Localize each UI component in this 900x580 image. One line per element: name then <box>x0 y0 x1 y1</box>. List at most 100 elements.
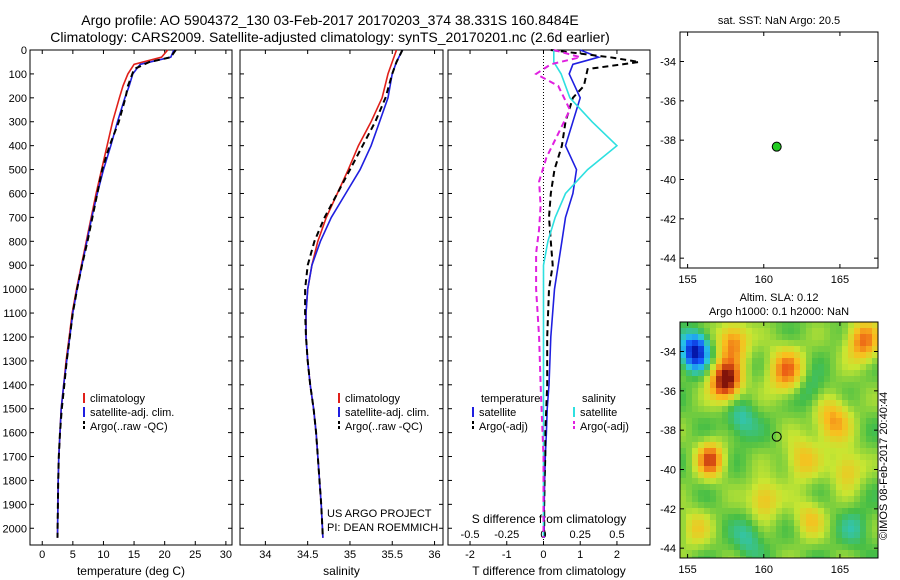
sla-cell <box>788 466 794 472</box>
sla-cell <box>830 412 836 418</box>
sla-cell <box>764 430 770 436</box>
sla-cell <box>752 520 758 526</box>
temperature-series-climatology <box>56 49 169 538</box>
sla-cell <box>782 550 788 556</box>
sla-cell <box>866 424 872 430</box>
sla-cell <box>842 484 848 490</box>
sla-cell <box>728 358 734 364</box>
sla-cell <box>806 394 812 400</box>
sla-cell <box>818 322 824 328</box>
sla-cell <box>692 538 698 544</box>
sla-cell <box>734 328 740 334</box>
sla-cell <box>854 322 860 328</box>
temperature-legend-entry: climatology <box>90 393 146 405</box>
sla-cell <box>872 322 878 328</box>
sla-cell <box>812 388 818 394</box>
sla-cell <box>734 556 740 558</box>
sla-cell <box>848 322 854 328</box>
sla-cell <box>788 322 794 328</box>
sla-cell <box>692 544 698 550</box>
sla-cell <box>788 412 794 418</box>
sla-cell <box>788 508 794 514</box>
sla-cell <box>794 376 800 382</box>
sla-cell <box>686 544 692 550</box>
sla-cell <box>728 502 734 508</box>
sla-cell <box>686 514 692 520</box>
salinity-plot-frame <box>239 49 444 546</box>
sla-cell <box>806 334 812 340</box>
sla-cell <box>788 352 794 358</box>
sla-cell <box>704 376 710 382</box>
sla-cell <box>812 442 818 448</box>
sla-cell <box>728 454 734 460</box>
sla-cell <box>854 442 860 448</box>
sla-cell <box>866 370 872 376</box>
sla-cell <box>710 496 716 502</box>
sla-cell <box>830 448 836 454</box>
sla-cell <box>770 394 776 400</box>
sla-cell <box>758 382 764 388</box>
sla-cell <box>788 418 794 424</box>
sla-cell <box>770 400 776 406</box>
sla-cell <box>782 328 788 334</box>
sla-cell <box>776 514 782 520</box>
legend-salinity-title: salinity <box>582 393 616 405</box>
sla-cell <box>794 508 800 514</box>
sla-cell <box>722 436 728 442</box>
sla-cell <box>698 406 704 412</box>
sla-cell <box>758 334 764 340</box>
sla-cell <box>770 514 776 520</box>
sla-cell <box>710 376 716 382</box>
sla-cell <box>824 394 830 400</box>
sla-cell <box>764 454 770 460</box>
sla-cell <box>794 346 800 352</box>
sla-cell <box>860 448 866 454</box>
depth-tick-label: 400 <box>9 141 27 153</box>
sla-cell <box>746 532 752 538</box>
sla-cell <box>680 520 686 526</box>
sla-cell <box>758 526 764 532</box>
sla-cell <box>836 496 842 502</box>
sla-cell <box>854 472 860 478</box>
sla-cell <box>752 352 758 358</box>
sla-cell <box>824 364 830 370</box>
sla-cell <box>872 406 878 412</box>
sla-cell <box>704 556 710 558</box>
sla-cell <box>866 430 872 436</box>
sla-cell <box>770 538 776 544</box>
sla-cell <box>836 412 842 418</box>
sla-cell <box>866 460 872 466</box>
sla-cell <box>860 334 866 340</box>
depth-tick-label: 1200 <box>3 332 27 344</box>
sla-cell <box>728 550 734 556</box>
sla-cell <box>872 460 878 466</box>
sla-cell <box>818 328 824 334</box>
sla-cell <box>764 352 770 358</box>
sla-cell <box>764 328 770 334</box>
sla-cell <box>800 466 806 472</box>
sla-cell <box>788 490 794 496</box>
depth-tick-label: 2000 <box>3 523 27 535</box>
sla-cell <box>824 370 830 376</box>
sla-cell <box>866 358 872 364</box>
sla-cell <box>698 544 704 550</box>
temperature-legend-entry: Argo(..raw -QC) <box>90 421 168 433</box>
sla-cell <box>782 526 788 532</box>
sla-cell <box>854 508 860 514</box>
sla-cell <box>830 520 836 526</box>
sla-cell <box>716 376 722 382</box>
sla-cell <box>764 532 770 538</box>
sla-cell <box>746 406 752 412</box>
sla-cell <box>800 460 806 466</box>
sla-cell <box>806 526 812 532</box>
sla-cell <box>722 358 728 364</box>
sla-cell <box>806 388 812 394</box>
sla-cell <box>860 508 866 514</box>
depth-tick-label: 800 <box>9 236 27 248</box>
sla-cell <box>866 472 872 478</box>
sla-cell <box>686 334 692 340</box>
sla-cell <box>794 490 800 496</box>
sla-cell <box>734 460 740 466</box>
legend-temperature-title: temperature <box>481 393 540 405</box>
sla-cell <box>686 376 692 382</box>
